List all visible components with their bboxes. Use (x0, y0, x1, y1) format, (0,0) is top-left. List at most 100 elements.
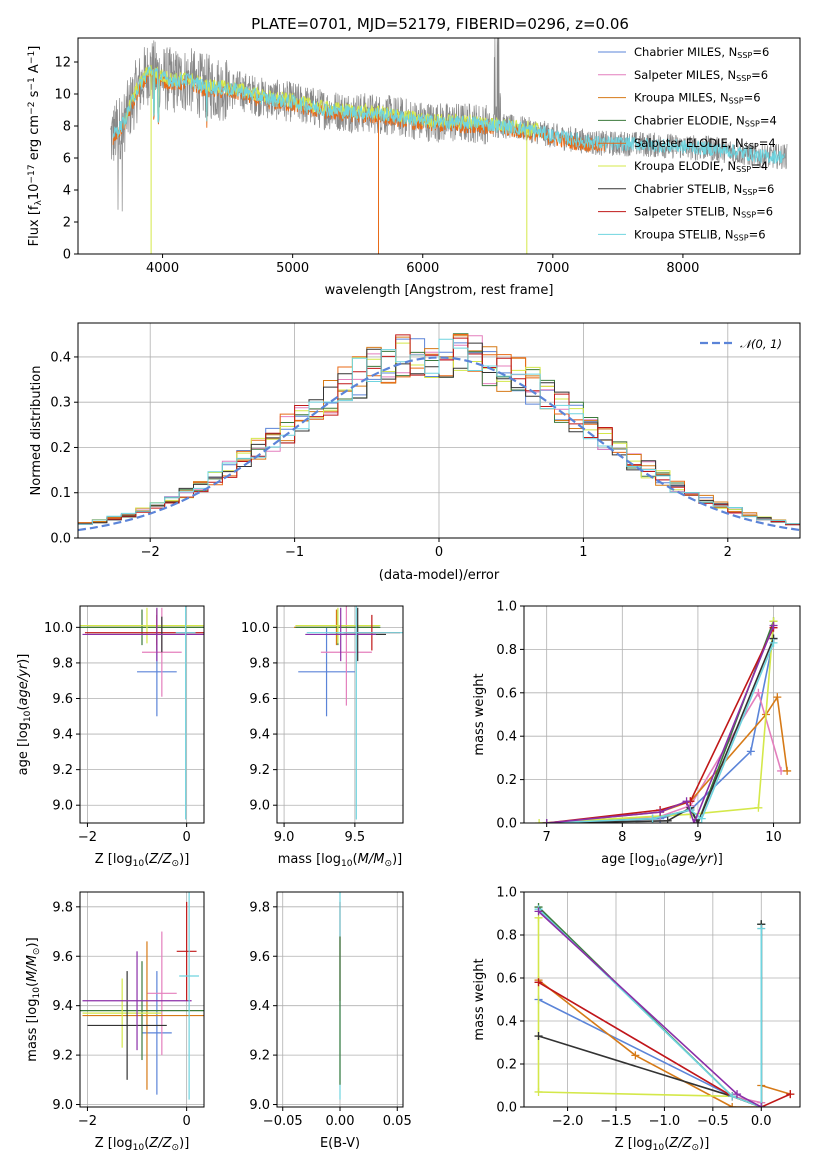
y-tick-label: 9.2 (52, 763, 73, 778)
errorbar-salpeter-miles (146, 931, 177, 1056)
axes-frame (523, 891, 801, 1108)
x-axis-label: E(B-V) (320, 1136, 360, 1151)
series-marker (534, 1087, 543, 1096)
series-line (537, 908, 763, 1107)
series-marker (746, 747, 755, 756)
y-tick-label: 0 (63, 248, 71, 263)
x-tick-label: −1 (285, 545, 304, 560)
y-tick-label: 0.3 (50, 396, 71, 411)
x-axis-label: age [log10(age/yr)] (601, 852, 723, 869)
series-chabrier-miles (542, 634, 778, 823)
y-tick-label: 9.0 (52, 1098, 73, 1113)
y-tick-label: 10.0 (241, 621, 270, 636)
x-tick-label: 7000 (536, 261, 569, 276)
series-marker (769, 621, 778, 630)
plot-area (534, 903, 795, 1107)
chart-mass-vs-Z: −2 0 9.0 9.2 9.4 9.6 9.8 Z [log10(Z/Z⊙)] mass [l… (25, 891, 205, 1153)
y-tick-label: 0.0 (496, 1101, 517, 1116)
y-tick-label: 9.2 (52, 1049, 73, 1064)
y-tick-label: 9.2 (249, 1049, 270, 1064)
series-chabrier-elodie (542, 617, 778, 823)
y-tick-label: 0.2 (496, 773, 517, 788)
x-axis-label: mass [log10(M/M⊙)] (278, 852, 402, 869)
x-tick-label: 0.00 (326, 1114, 355, 1129)
series-marker (690, 819, 699, 823)
chart-age-vs-mass: 9.0 9.5 9.0 9.2 9.4 9.6 9.8 10.0 mass [log10(M/M… (241, 605, 404, 869)
y-tick-label: 0.2 (50, 441, 71, 456)
series-line (546, 638, 775, 823)
x-tick-label: 0 (435, 545, 443, 560)
chart-mass-vs-EBV: −0.05 0.00 0.05 9.0 9.2 9.4 9.6 9.8 E(B-V) (249, 891, 412, 1151)
y-tick-label: 9.6 (249, 692, 270, 707)
x-tick-label: 7 (543, 830, 551, 845)
errorbar-salpeter-miles (320, 606, 372, 706)
legend-label: Chabrier MILES, NSSP=6 (634, 45, 769, 60)
x-axis-label: Z [log10(Z/Z⊙)] (95, 1136, 190, 1153)
errorbar-purple (82, 951, 192, 1051)
series-marker (656, 808, 665, 817)
series-marker (757, 924, 766, 933)
series-kroupa-elodie (534, 913, 766, 1107)
gaussian-curve (78, 356, 800, 532)
x-axis-label: Z [log10(Z/Z⊙)] (615, 1136, 710, 1153)
x-tick-label: −2.0 (552, 1114, 584, 1129)
errorbar-kroupa-elodie (295, 607, 381, 644)
series-line (546, 638, 775, 823)
y-tick-label: 10.0 (44, 621, 73, 636)
y-tick-label: 8 (63, 120, 71, 135)
x-tick-label: 8 (618, 830, 626, 845)
series-line (538, 979, 791, 1107)
errorbar-chabrier-miles (298, 627, 355, 717)
errorbar-chabrier-elodie (80, 961, 204, 1061)
legend-label: Chabrier ELODIE, NSSP=4 (634, 113, 777, 128)
legend-label: Salpeter STELIB, NSSP=6 (634, 205, 773, 220)
errorbar-chabrier-stelib (87, 971, 167, 1080)
y-tick-label: 0.0 (496, 817, 517, 832)
series-marker (733, 1090, 742, 1099)
y-tick-label: 9.6 (52, 950, 73, 965)
histogram-kroupa-stelib (78, 338, 800, 526)
x-tick-label: 4000 (146, 261, 179, 276)
y-tick-label: 0.4 (50, 350, 71, 365)
series-marker (534, 1032, 543, 1041)
x-tick-label: −2 (141, 545, 160, 560)
x-tick-label: −1.5 (600, 1114, 632, 1129)
y-axis-label: Flux [fλ10−17 erg cm−2 s−1 A−1] (27, 46, 44, 247)
y-tick-label: 9.8 (249, 656, 270, 671)
y-tick-label: 9.6 (249, 950, 270, 965)
chart-residuals: −2 −1 0 1 2 0.0 0.1 0.2 0.3 0.4 (data-model)/error… (29, 322, 801, 583)
x-tick-label: 6000 (406, 261, 439, 276)
x-axis-label: wavelength [Angstrom, rest frame] (325, 283, 554, 298)
y-tick-label: 9.0 (249, 1098, 270, 1113)
series-marker (663, 816, 672, 823)
x-tick-label: −1.0 (649, 1114, 681, 1129)
x-tick-label: 10 (765, 830, 782, 845)
y-tick-label: 0.6 (496, 686, 517, 701)
chart-weight-vs-age: 7 8 9 10 0.0 0.2 0.4 0.6 0.8 1.0 age [log10(age/yr… (472, 600, 801, 869)
y-tick-label: 12 (54, 56, 71, 71)
legend-label: Kroupa ELODIE, NSSP=4 (634, 159, 768, 174)
x-axis-label: Z [log10(Z/Z⊙)] (95, 852, 190, 869)
x-tick-label: 5000 (276, 261, 309, 276)
errorbar-kroupa-stelib (306, 606, 403, 820)
y-tick-label: 9.4 (52, 999, 73, 1014)
plot-area (293, 606, 403, 820)
x-tick-label: 9.5 (345, 830, 366, 845)
y-tick-label: 9.6 (52, 692, 73, 707)
series-salpeter-stelib (542, 623, 778, 823)
series-marker (786, 1090, 795, 1099)
y-axis-label: mass [log10(M/M⊙)] (25, 937, 42, 1061)
y-tick-label: 9.0 (52, 799, 73, 814)
legend-label: 𝒩(0, 1) (740, 337, 782, 351)
axes-frame (79, 891, 205, 1108)
y-tick-label: 9.2 (249, 763, 270, 778)
x-tick-label: 0 (182, 830, 190, 845)
y-tick-label: 10 (54, 88, 71, 103)
y-tick-label: 0.0 (50, 532, 71, 547)
axes-frame (523, 605, 801, 824)
legend: Chabrier MILES, NSSP=6 Salpeter MILES, NS… (598, 45, 777, 243)
series-marker (773, 693, 782, 702)
errorbar-kroupa-miles (82, 941, 204, 1090)
y-axis-label: mass weight (472, 958, 487, 1040)
series-kroupa-stelib (542, 638, 778, 823)
